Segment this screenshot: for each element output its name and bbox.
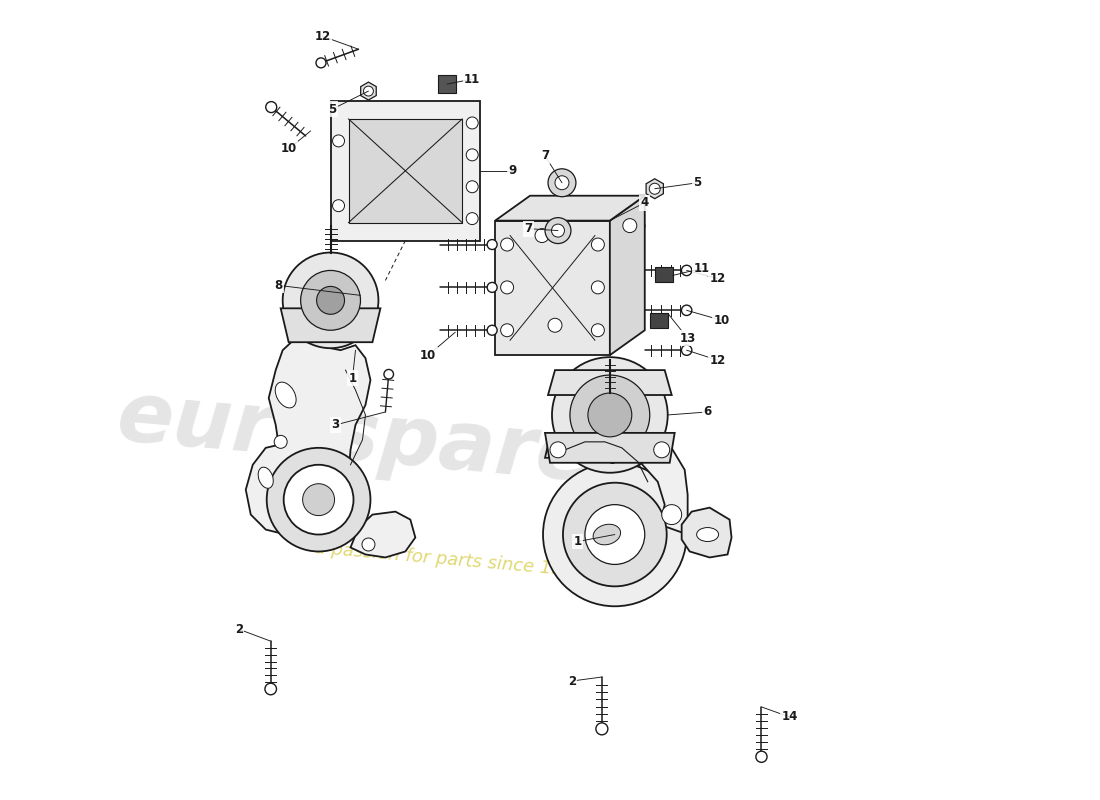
- Circle shape: [563, 482, 667, 586]
- Circle shape: [682, 345, 692, 355]
- Text: 7: 7: [541, 150, 549, 162]
- Text: 13: 13: [680, 332, 696, 345]
- Polygon shape: [609, 196, 645, 355]
- Polygon shape: [682, 508, 732, 558]
- Circle shape: [592, 281, 604, 294]
- Polygon shape: [544, 420, 688, 534]
- Circle shape: [487, 239, 497, 250]
- Circle shape: [302, 484, 334, 515]
- Circle shape: [466, 181, 478, 193]
- Polygon shape: [544, 433, 674, 462]
- Text: 14: 14: [781, 710, 798, 723]
- Ellipse shape: [696, 527, 718, 542]
- Circle shape: [266, 102, 277, 113]
- Circle shape: [265, 683, 276, 694]
- Text: 1: 1: [574, 535, 582, 548]
- Circle shape: [317, 286, 344, 314]
- Text: 12: 12: [710, 354, 726, 366]
- Text: 10: 10: [420, 349, 437, 362]
- Circle shape: [570, 375, 650, 455]
- Text: 12: 12: [710, 272, 726, 285]
- Polygon shape: [544, 229, 615, 310]
- Polygon shape: [646, 178, 663, 198]
- Circle shape: [596, 723, 608, 735]
- Text: 9: 9: [508, 164, 516, 178]
- Polygon shape: [245, 338, 371, 534]
- Polygon shape: [331, 101, 481, 241]
- Circle shape: [592, 238, 604, 251]
- Circle shape: [487, 326, 497, 335]
- Circle shape: [543, 462, 686, 606]
- Circle shape: [653, 442, 670, 458]
- Text: 8: 8: [275, 279, 283, 292]
- Circle shape: [535, 229, 549, 242]
- Polygon shape: [280, 308, 381, 342]
- Polygon shape: [349, 119, 462, 222]
- Circle shape: [550, 442, 566, 458]
- Circle shape: [332, 135, 344, 147]
- Circle shape: [487, 282, 497, 292]
- Circle shape: [552, 357, 668, 473]
- Circle shape: [332, 200, 344, 212]
- Text: 6: 6: [704, 406, 712, 418]
- Polygon shape: [548, 370, 672, 395]
- Text: 5: 5: [329, 102, 337, 115]
- Circle shape: [362, 538, 375, 551]
- Circle shape: [556, 176, 569, 190]
- Circle shape: [585, 505, 645, 565]
- Text: 3: 3: [331, 418, 340, 431]
- Circle shape: [500, 281, 514, 294]
- Circle shape: [544, 218, 571, 243]
- Circle shape: [284, 465, 353, 534]
- Circle shape: [466, 149, 478, 161]
- Text: 11: 11: [464, 73, 481, 86]
- Polygon shape: [495, 221, 609, 355]
- Text: 2: 2: [234, 622, 243, 636]
- Circle shape: [682, 266, 692, 276]
- Circle shape: [466, 117, 478, 129]
- Text: 7: 7: [524, 222, 532, 235]
- Ellipse shape: [275, 382, 296, 408]
- Text: 10: 10: [714, 314, 729, 326]
- Circle shape: [274, 435, 287, 448]
- Circle shape: [300, 270, 361, 330]
- Circle shape: [756, 751, 767, 762]
- Circle shape: [649, 183, 660, 194]
- Polygon shape: [351, 512, 416, 558]
- Polygon shape: [532, 206, 645, 340]
- Text: 1: 1: [349, 371, 356, 385]
- Circle shape: [384, 370, 394, 379]
- Ellipse shape: [258, 467, 273, 488]
- Text: 2: 2: [568, 674, 576, 687]
- Circle shape: [587, 393, 631, 437]
- Circle shape: [623, 218, 637, 233]
- Text: eurospares: eurospares: [114, 377, 647, 503]
- Circle shape: [662, 505, 682, 525]
- Bar: [438, 75, 456, 93]
- Bar: [654, 267, 673, 282]
- Circle shape: [316, 58, 326, 68]
- Bar: [650, 314, 668, 328]
- Polygon shape: [361, 82, 376, 100]
- Circle shape: [466, 213, 478, 225]
- Circle shape: [548, 318, 562, 332]
- Circle shape: [266, 448, 371, 551]
- Text: 11: 11: [693, 262, 710, 275]
- Polygon shape: [495, 196, 645, 221]
- Text: 4: 4: [640, 196, 649, 209]
- Text: 12: 12: [315, 30, 331, 42]
- Text: 5: 5: [693, 176, 702, 190]
- Text: 10: 10: [280, 142, 297, 155]
- Text: a passion for parts since 1985: a passion for parts since 1985: [314, 538, 586, 580]
- Circle shape: [551, 224, 564, 237]
- Circle shape: [500, 238, 514, 251]
- Circle shape: [283, 253, 378, 348]
- Circle shape: [592, 324, 604, 337]
- Circle shape: [682, 305, 692, 315]
- Circle shape: [500, 324, 514, 337]
- Ellipse shape: [593, 524, 620, 545]
- Circle shape: [548, 169, 576, 197]
- Circle shape: [363, 86, 373, 96]
